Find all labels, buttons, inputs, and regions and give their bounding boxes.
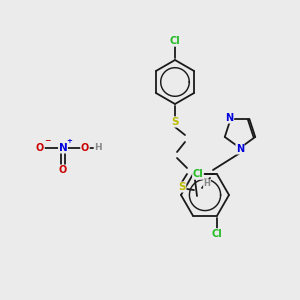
Text: Cl: Cl bbox=[212, 229, 222, 239]
Text: N: N bbox=[236, 144, 244, 154]
Text: S: S bbox=[171, 117, 179, 127]
Text: Cl: Cl bbox=[169, 36, 180, 46]
Text: S: S bbox=[178, 182, 186, 192]
Text: +: + bbox=[66, 138, 72, 144]
Text: N: N bbox=[58, 143, 68, 153]
Text: O: O bbox=[81, 143, 89, 153]
Text: −: − bbox=[44, 136, 50, 146]
Text: H: H bbox=[94, 143, 102, 152]
Text: N: N bbox=[226, 113, 234, 123]
Text: Cl: Cl bbox=[193, 169, 203, 179]
Text: O: O bbox=[59, 165, 67, 175]
Text: H: H bbox=[204, 179, 210, 188]
Text: O: O bbox=[36, 143, 44, 153]
